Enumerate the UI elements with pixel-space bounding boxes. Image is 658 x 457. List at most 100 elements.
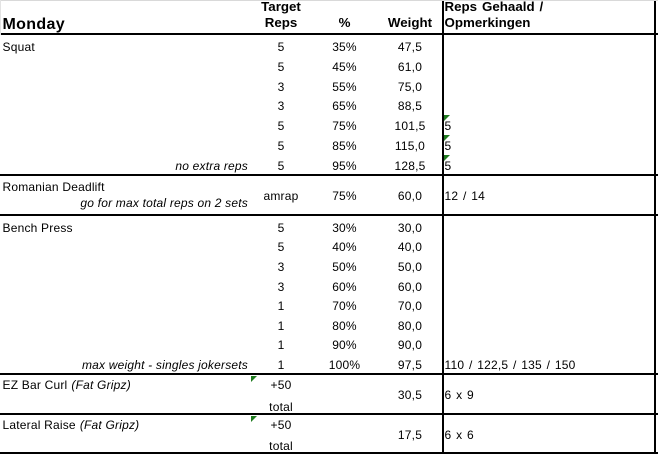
cell-exercise-blank[interactable]: [0, 55, 251, 75]
cell-weight[interactable]: 30,0: [397, 220, 423, 235]
cell-weight[interactable]: 128,5: [394, 158, 426, 173]
cell-result[interactable]: [442, 334, 656, 354]
cell-percent[interactable]: 40%: [332, 240, 357, 255]
cell-percent[interactable]: 55%: [332, 79, 357, 94]
cell-percent[interactable]: 45%: [332, 59, 357, 74]
cell-result[interactable]: 5: [444, 119, 452, 134]
cell-weight[interactable]: 80,0: [397, 318, 423, 333]
cell-target-reps[interactable]: amrap: [263, 189, 299, 203]
cell-percent[interactable]: 70%: [332, 299, 357, 314]
cell-result[interactable]: [442, 75, 656, 95]
cell-weight[interactable]: 115,0: [394, 139, 426, 154]
cell-weight-header[interactable]: Weight: [378, 0, 442, 33]
cell-target-reps[interactable]: 5: [277, 139, 285, 154]
cell-exercise-blank[interactable]: [0, 75, 251, 95]
cell-weight[interactable]: 40,0: [397, 240, 423, 255]
cell-result[interactable]: [442, 275, 656, 295]
cell-target-reps[interactable]: +50: [270, 378, 292, 392]
cell-target-reps-total[interactable]: total: [269, 400, 293, 414]
cell-target-reps[interactable]: 5: [277, 59, 285, 74]
cell-exercise-blank[interactable]: [0, 314, 251, 334]
cell-weight[interactable]: 17,5: [397, 427, 423, 442]
cell-percent[interactable]: 50%: [332, 259, 357, 274]
cell-percent[interactable]: 80%: [332, 318, 357, 333]
cell-percent[interactable]: 75%: [332, 119, 357, 134]
cell-weight[interactable]: 60,0: [397, 189, 423, 203]
cell-target-reps-total[interactable]: total: [269, 439, 293, 453]
cell-result[interactable]: [442, 35, 656, 55]
cell-result[interactable]: 5: [444, 158, 452, 173]
cell-result[interactable]: 6 x 6: [444, 427, 474, 442]
cell-exercise-name[interactable]: Lateral Raise (Fat Gripz): [0, 415, 251, 434]
cell-percent[interactable]: 75%: [332, 189, 357, 203]
cell-exercise-name[interactable]: Squat: [2, 39, 35, 54]
cell-weight[interactable]: 90,0: [397, 338, 423, 353]
cell-target-reps[interactable]: 5: [277, 39, 285, 54]
cell-result[interactable]: 110 / 122,5 / 135 / 150: [444, 358, 576, 372]
cell-target-reps[interactable]: 1: [277, 338, 285, 353]
cell-exercise-blank[interactable]: [0, 236, 251, 256]
cell-percent[interactable]: 90%: [332, 338, 357, 353]
cell-target-reps[interactable]: 1: [277, 318, 285, 333]
cell-weight[interactable]: 97,5: [397, 358, 423, 372]
set-row: 1 90% 90,0: [0, 334, 658, 354]
cell-target-reps-header[interactable]: Target Reps: [251, 0, 311, 33]
cell-result[interactable]: [442, 314, 656, 334]
cell-exercise-blank[interactable]: [0, 95, 251, 115]
cell-weight[interactable]: 47,5: [397, 39, 423, 54]
cell-target-reps[interactable]: 1: [277, 299, 285, 314]
cell-result[interactable]: [442, 255, 656, 275]
cell-weight[interactable]: 61,0: [397, 59, 423, 74]
cell-result[interactable]: [442, 295, 656, 315]
cell-weight[interactable]: 60,0: [397, 279, 423, 294]
cell-exercise-blank[interactable]: [0, 114, 251, 134]
cell-percent[interactable]: 30%: [332, 220, 357, 235]
cell-target-reps[interactable]: 5: [277, 240, 285, 255]
cell-percent[interactable]: 65%: [332, 99, 357, 114]
cell-exercise-blank[interactable]: [0, 255, 251, 275]
cell-target-reps[interactable]: 3: [277, 259, 285, 274]
cell-exercise-blank[interactable]: [0, 295, 251, 315]
error-flag-icon: [443, 115, 450, 122]
cell-target-reps[interactable]: 1: [277, 358, 285, 372]
cell-target-reps[interactable]: 5: [277, 119, 285, 134]
cell-percent[interactable]: 95%: [332, 158, 357, 173]
cell-weight[interactable]: 70,0: [397, 299, 423, 314]
cell-exercise-blank[interactable]: [0, 134, 251, 154]
cell-weight[interactable]: 30,5: [397, 388, 423, 402]
cell-exercise-blank[interactable]: [0, 434, 251, 453]
cell-result[interactable]: 12 / 14: [444, 189, 485, 203]
cell-result[interactable]: 5: [444, 139, 452, 154]
cell-result[interactable]: [442, 216, 656, 236]
cell-weight[interactable]: 101,5: [394, 119, 426, 134]
cell-percent-header[interactable]: %: [311, 0, 378, 33]
cell-exercise-note[interactable]: max weight - singles jokersets: [81, 358, 248, 372]
cell-exercise-name[interactable]: Romanian Deadlift: [2, 180, 105, 194]
cell-exercise-blank[interactable]: [0, 334, 251, 354]
cell-weight[interactable]: 75,0: [397, 79, 423, 94]
cell-target-reps[interactable]: +50: [270, 417, 292, 432]
cell-target-reps[interactable]: 3: [277, 279, 285, 294]
cell-exercise-blank[interactable]: [0, 394, 251, 413]
cell-target-reps[interactable]: 3: [277, 99, 285, 114]
cell-result[interactable]: [442, 236, 656, 256]
cell-percent[interactable]: 35%: [332, 39, 357, 54]
cell-exercise-name[interactable]: EZ Bar Curl (Fat Gripz): [0, 375, 251, 394]
cell-day-title[interactable]: Monday: [0, 0, 251, 33]
cell-exercise-note[interactable]: no extra reps: [175, 158, 248, 173]
cell-result[interactable]: 6 x 9: [444, 388, 474, 402]
cell-result[interactable]: [442, 95, 656, 115]
cell-exercise-blank[interactable]: [0, 275, 251, 295]
cell-weight[interactable]: 88,5: [397, 99, 423, 114]
cell-percent[interactable]: 85%: [332, 139, 357, 154]
cell-percent[interactable]: 100%: [328, 358, 361, 372]
cell-result[interactable]: [442, 55, 656, 75]
cell-target-reps[interactable]: 5: [277, 220, 285, 235]
cell-target-reps[interactable]: 5: [277, 158, 285, 173]
cell-target-reps[interactable]: 3: [277, 79, 285, 94]
cell-notes-header[interactable]: Reps Gehaald / Opmerkingen: [442, 0, 656, 33]
cell-weight[interactable]: 50,0: [397, 259, 423, 274]
cell-exercise-note[interactable]: go for max total reps on 2 sets: [80, 196, 248, 210]
cell-exercise-name[interactable]: Bench Press: [2, 220, 73, 235]
cell-percent[interactable]: 60%: [332, 279, 357, 294]
